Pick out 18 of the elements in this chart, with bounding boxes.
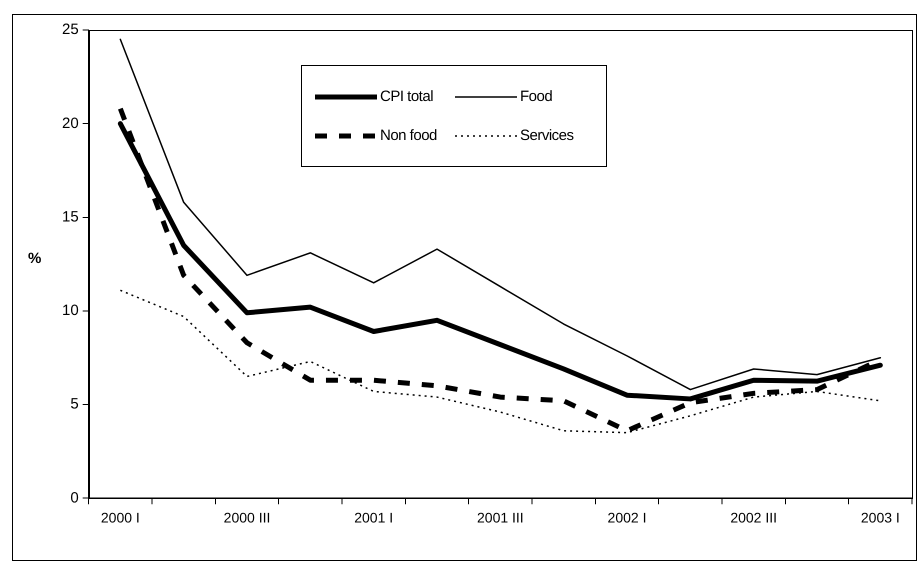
y-tick-label: 0 (70, 489, 79, 506)
x-tick-label: 2003 I (860, 509, 900, 526)
legend-label: Services (520, 127, 574, 144)
y-axis-title: % (28, 250, 42, 267)
legend-label: Food (520, 88, 552, 105)
legend-label: CPI total (380, 88, 434, 105)
y-tick-label: 5 (70, 396, 79, 413)
x-tick-label: 2001 III (476, 509, 524, 526)
legend-label: Non food (380, 127, 437, 144)
x-tick-label: 2000 III (224, 509, 270, 526)
x-tick-label: 2002 III (730, 509, 778, 526)
x-tick-label: 2002 I (608, 509, 646, 526)
x-tick-label: 2001 I (354, 509, 394, 526)
y-tick-label: 10 (62, 302, 79, 320)
x-tick-label: 2000 I (100, 509, 140, 526)
y-tick-label: 25 (62, 21, 79, 38)
y-tick-label: 15 (62, 208, 79, 226)
y-tick-label: 20 (62, 114, 79, 132)
